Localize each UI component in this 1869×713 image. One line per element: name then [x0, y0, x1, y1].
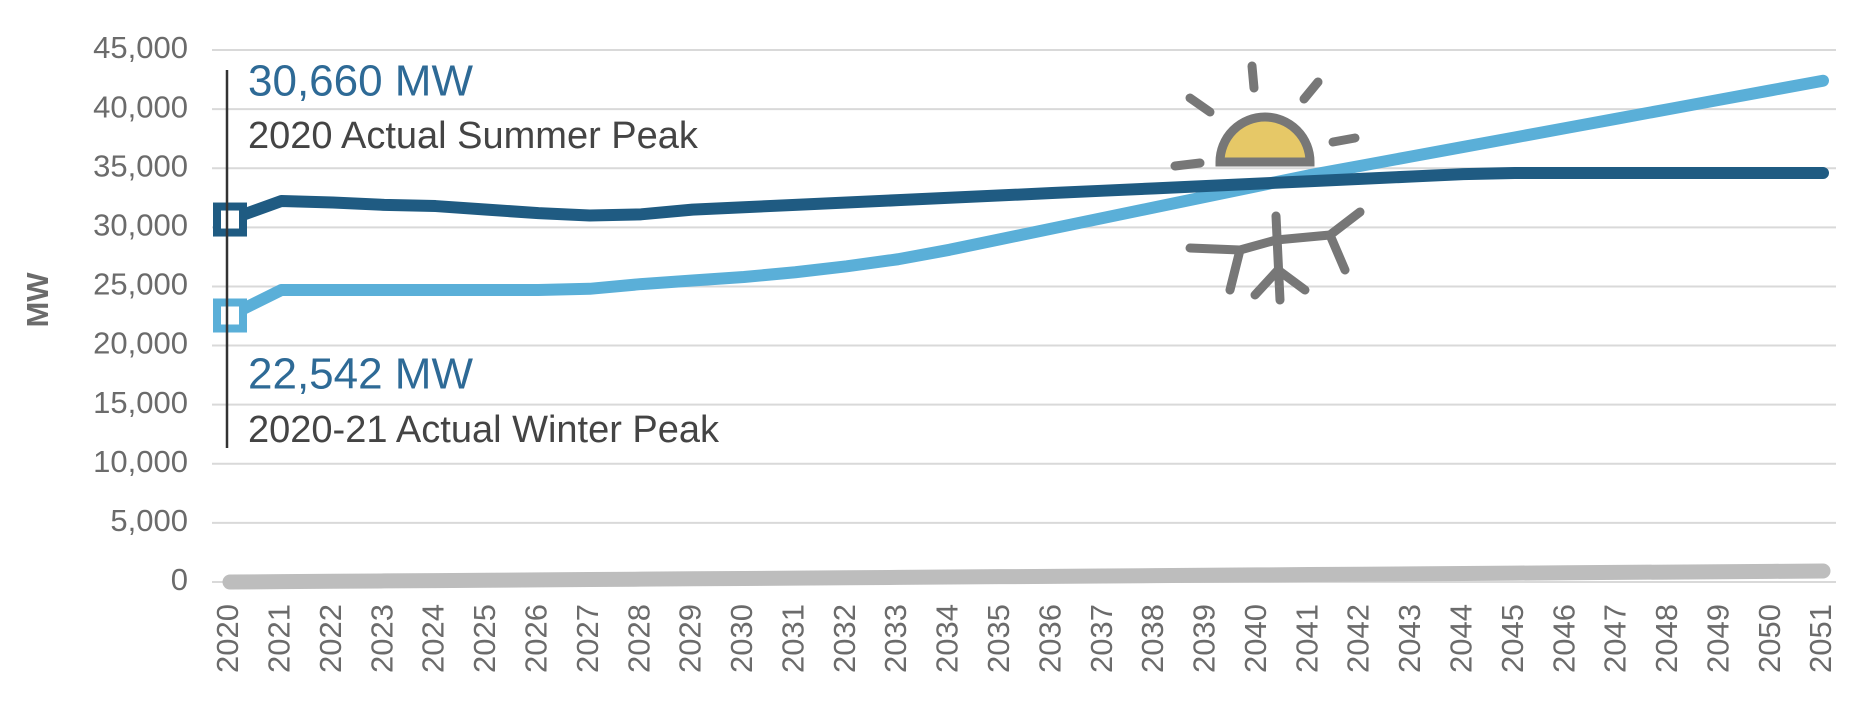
x-tick-label: 2026 — [519, 604, 554, 673]
x-tick-label: 2029 — [673, 604, 708, 673]
x-tick-label: 2041 — [1289, 604, 1324, 673]
x-tick-label: 2027 — [570, 604, 605, 673]
x-tick-label: 2049 — [1700, 604, 1735, 673]
y-tick-label: 30,000 — [93, 208, 188, 243]
y-tick-label: 15,000 — [93, 385, 188, 420]
x-tick-label: 2032 — [827, 604, 862, 673]
x-tick-label: 2021 — [262, 604, 297, 673]
peak-marker — [213, 202, 247, 237]
y-tick-label: 5,000 — [110, 503, 188, 538]
y-tick-label: 0 — [171, 562, 188, 597]
x-tick-label: 2028 — [621, 604, 656, 673]
x-tick-label: 2033 — [878, 604, 913, 673]
x-tick-label: 2046 — [1546, 604, 1581, 673]
series-line — [224, 74, 1829, 322]
x-tick-label: 2039 — [1187, 604, 1222, 673]
x-tick-label: 2047 — [1598, 604, 1633, 673]
y-tick-label: 20,000 — [93, 326, 188, 361]
y-tick-label: 10,000 — [93, 444, 188, 479]
annotation-value: 22,542 MW — [248, 350, 473, 399]
x-tick-label: 2045 — [1495, 604, 1530, 673]
peak-marker — [213, 298, 247, 333]
x-tick-label: 2025 — [467, 604, 502, 673]
x-tick-label: 2051 — [1803, 604, 1838, 673]
series-line — [224, 166, 1829, 226]
y-tick-label: 35,000 — [93, 148, 188, 183]
y-axis-label: MW — [20, 272, 55, 328]
y-tick-label: 25,000 — [93, 267, 188, 302]
x-tick-label: 2022 — [313, 604, 348, 673]
x-tick-label: 2031 — [775, 604, 810, 673]
x-tick-label: 2042 — [1341, 604, 1376, 673]
x-tick-label: 2040 — [1238, 604, 1273, 673]
plot: 0 5,000 10,000 15,000 20,000 25,000 30,000 35,0… — [93, 30, 1838, 673]
x-tick-label: 2038 — [1135, 604, 1170, 673]
x-tick-label: 2034 — [930, 604, 965, 673]
weather-icon — [1170, 61, 1365, 305]
series-line — [222, 563, 1831, 590]
annotation-text: 2020-21 Actual Winter Peak — [248, 409, 720, 451]
annotation-value: 30,660 MW — [248, 57, 473, 106]
x-tick-label: 2048 — [1649, 604, 1684, 673]
y-tick-label: 45,000 — [93, 30, 188, 65]
annotation-text: 2020 Actual Summer Peak — [248, 115, 699, 157]
x-tick-label: 2035 — [981, 604, 1016, 673]
x-tick-label: 2030 — [724, 604, 759, 673]
x-tick-label: 2044 — [1443, 604, 1478, 673]
x-tick-label: 2037 — [1084, 604, 1119, 673]
x-tick-label: 2050 — [1752, 604, 1787, 673]
x-tick-label: 2024 — [416, 604, 451, 673]
x-tick-label: 2020 — [210, 604, 245, 673]
x-tick-label: 2043 — [1392, 604, 1427, 673]
y-tick-label: 40,000 — [93, 89, 188, 124]
x-tick-label: 2023 — [364, 604, 399, 673]
x-tick-label: 2036 — [1032, 604, 1067, 673]
